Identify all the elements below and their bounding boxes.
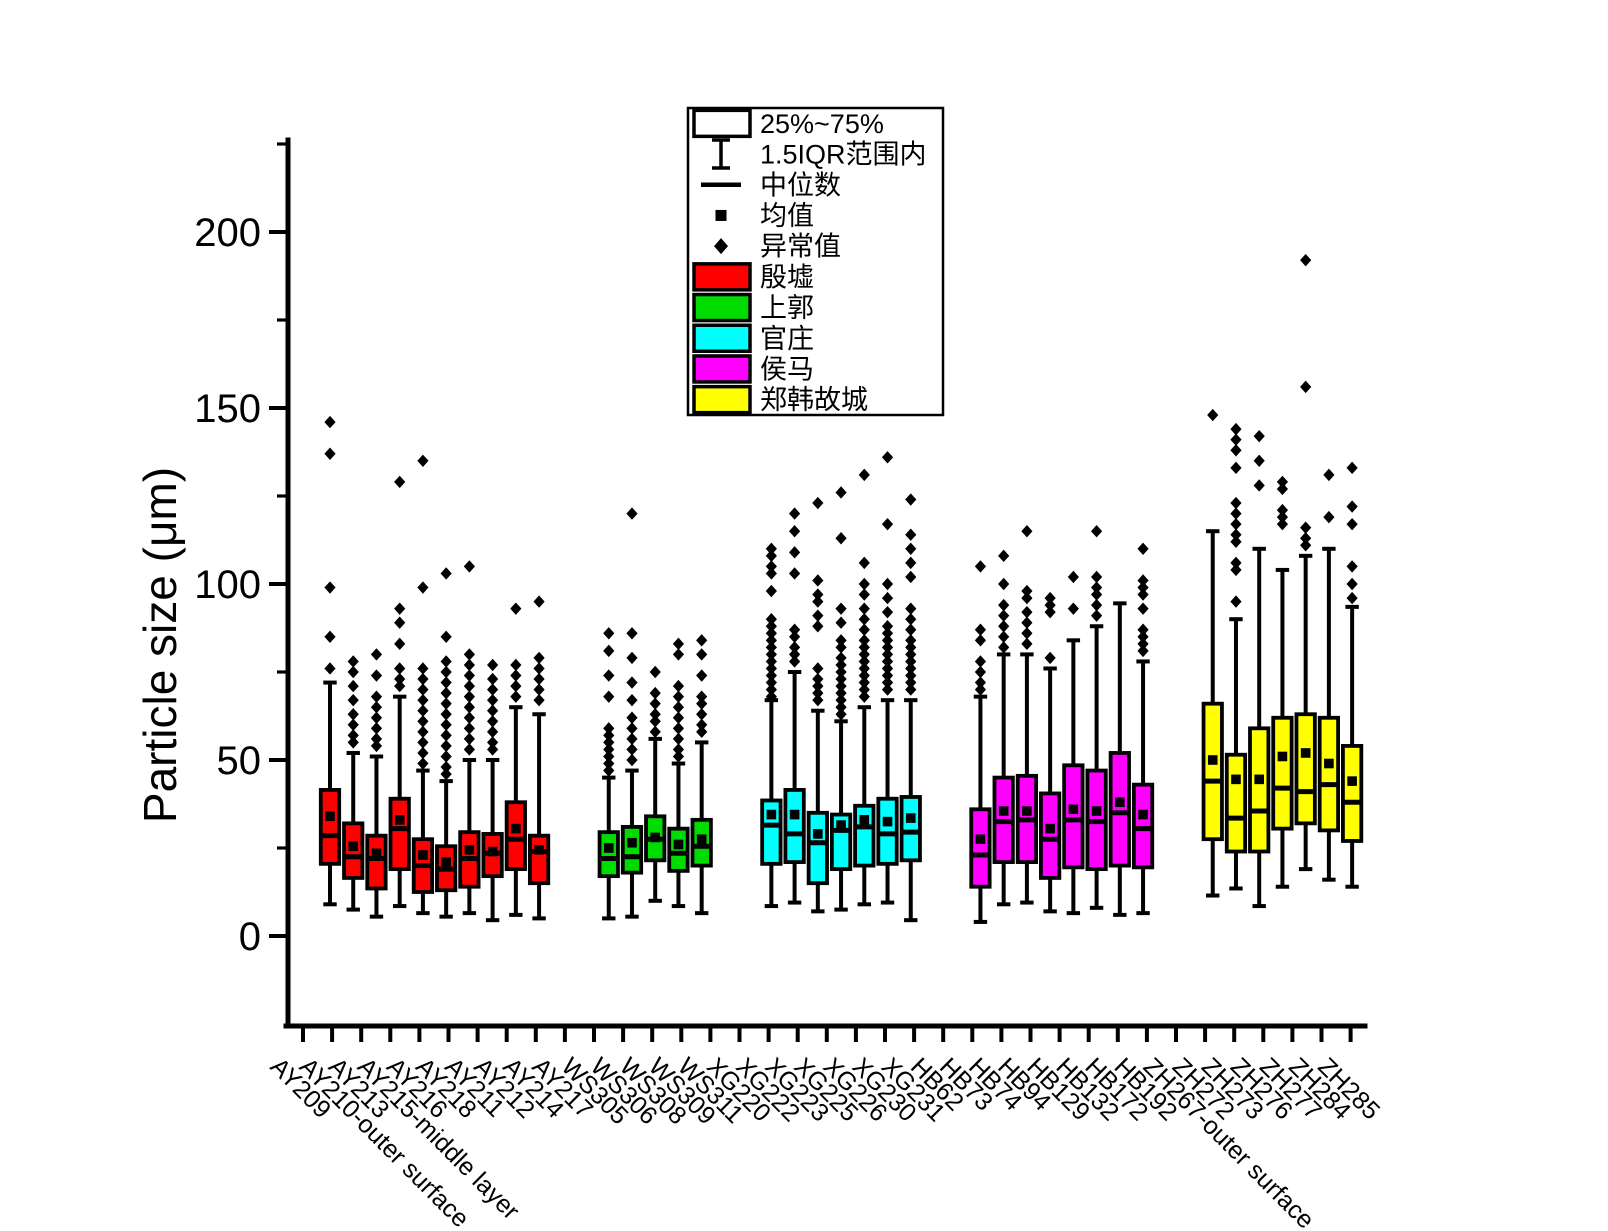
box-ZH276	[1271, 475, 1294, 889]
y-tick-label: 150	[194, 387, 261, 431]
box-ZH285	[1341, 461, 1364, 889]
box-ZH273	[1248, 429, 1271, 909]
box-HB192	[1131, 542, 1155, 916]
legend-group-label: 官庄	[760, 324, 814, 354]
box-AY214	[504, 602, 527, 917]
y-tick-label: 0	[239, 915, 261, 959]
box-XG222	[783, 507, 806, 905]
box-HB172	[1108, 601, 1131, 917]
legend-swatch-殷墟	[692, 262, 752, 292]
box-WS311	[690, 634, 713, 916]
box-AY213	[365, 648, 388, 919]
legend-swatch-侯马	[692, 354, 752, 384]
legend-mean-icon	[715, 209, 727, 221]
legend-group-label: 侯马	[760, 354, 814, 384]
box-HB129	[1062, 570, 1085, 916]
box-HB94	[1039, 591, 1062, 914]
box-AY215-middle layer	[388, 475, 411, 909]
legend-box-icon	[692, 108, 752, 139]
box-AY218	[435, 567, 458, 919]
box-AY212	[481, 658, 504, 923]
box-XG231	[899, 493, 922, 923]
box-WS309	[667, 637, 690, 909]
legend-stat-label: 1.5IQR范围内	[760, 140, 927, 170]
legend-stat-label: 25%~75%	[760, 109, 884, 139]
box-XG220	[760, 542, 783, 909]
y-tick-label: 50	[217, 739, 262, 783]
box-ZH272	[1224, 422, 1248, 891]
box-ZH284	[1317, 468, 1340, 882]
legend-stat-label: 均值	[760, 201, 814, 231]
legend-group-label: 殷墟	[760, 262, 814, 292]
box-ZH277	[1294, 253, 1317, 872]
box-ZH267-outer surface	[1201, 408, 1224, 898]
legend-swatch-上郭	[692, 292, 752, 323]
box-XG226	[853, 468, 876, 907]
legend-stat-label: 异常值	[760, 232, 841, 262]
box-XG225	[829, 486, 853, 912]
y-axis-ticks: 0 50 100 150 200	[194, 142, 288, 959]
box-HB62	[969, 560, 992, 924]
box-AY217	[527, 595, 551, 921]
box-WS306	[620, 507, 644, 919]
box-AY216	[411, 454, 435, 916]
legend-whisker-icon	[712, 138, 730, 170]
legend-group-label: 上郭	[760, 293, 814, 323]
y-axis-title: Particle size (μm)	[134, 467, 186, 823]
y-tick-label: 100	[194, 563, 261, 607]
legend-stat-label: 中位数	[760, 170, 841, 200]
box-WS308	[644, 665, 667, 903]
box-AY209	[318, 415, 342, 907]
box-XG223	[806, 496, 829, 914]
box-HB73	[992, 549, 1015, 907]
box-XG230	[876, 451, 899, 905]
box-AY210-outer surface	[342, 655, 365, 912]
legend-outlier-icon	[714, 238, 728, 255]
box-HB74	[1015, 525, 1039, 905]
legend-swatch-郑韩故城	[692, 384, 752, 415]
legend-group-label: 郑韩故城	[760, 385, 868, 415]
box-HB132	[1085, 525, 1108, 910]
box-AY211	[458, 560, 481, 916]
legend-swatch-官庄	[692, 323, 752, 353]
y-tick-label: 200	[194, 211, 261, 255]
box-WS305	[597, 627, 620, 921]
